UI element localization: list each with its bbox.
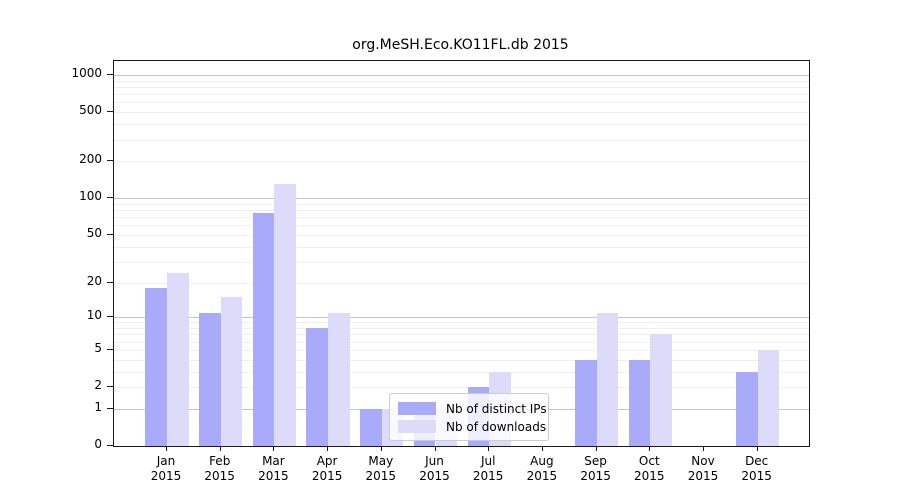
y-tick-mark [107,407,113,409]
gridline-minor [114,210,809,211]
y-tick-label: 10 [86,308,102,323]
y-tick-label: 20 [86,273,102,288]
x-tick-label: Nov 2015 [687,454,719,483]
legend-label-distinct-ips: Nb of distinct IPs [446,401,547,416]
gridline-minor [114,102,809,104]
gridline-minor [114,86,809,88]
x-tick-label: Apr 2015 [311,454,343,483]
y-tick-label: 50 [86,225,102,240]
gridline-minor [114,217,809,219]
bar-feb-distinct-ips [199,312,221,446]
x-tick-label: Aug 2015 [526,454,558,483]
gridline-minor [114,225,809,227]
x-tick-mark [380,446,382,451]
x-tick-mark [488,446,490,451]
y-tick-mark [107,316,113,318]
x-tick-mark [219,446,221,451]
y-tick-mark [107,160,113,162]
x-tick-mark [434,446,436,451]
gridline-minor [114,322,809,324]
gridline-minor [114,246,809,248]
gridline-minor [114,161,809,163]
y-tick-mark [107,445,113,446]
bar-dec-distinct-ips [736,371,758,446]
gridline-minor [114,112,809,114]
gridline-major [114,317,809,319]
x-tick-mark [541,446,543,451]
x-tick-label: Sep 2015 [580,454,611,483]
x-tick-mark [756,446,758,451]
gridline-major [114,198,809,200]
bar-mar-downloads [274,184,297,446]
x-tick-label: Jul 2015 [472,454,504,483]
gridline-minor [114,349,809,351]
y-tick-label: 1000 [71,65,102,80]
gridline-minor [114,371,809,373]
x-tick-mark [327,446,329,451]
x-tick-label: Feb 2015 [204,454,235,483]
bar-jan-downloads [167,273,189,446]
bar-feb-downloads [220,297,243,446]
bar-sep-downloads [596,312,619,446]
gridline-minor [114,261,809,263]
bar-oct-distinct-ips [628,359,651,446]
gridline-minor [114,341,809,343]
bar-may-distinct-ips [360,408,382,446]
gridline-minor [114,328,809,329]
y-tick-label: 2 [94,378,102,392]
y-tick-mark [107,348,113,350]
y-tick-mark [107,73,113,75]
x-tick-label: Jan 2015 [150,454,182,483]
gridline-minor [114,203,809,205]
x-tick-label: Jun 2015 [419,454,450,483]
x-tick-label: Dec 2015 [741,454,772,483]
x-tick-mark [649,446,651,451]
gridline-minor [114,124,809,126]
legend-swatch-distinct-ips [398,402,436,415]
gridline-minor [114,234,809,236]
y-tick-mark [107,386,113,387]
legend-label-downloads: Nb of downloads [446,419,547,434]
x-tick-mark [595,446,597,451]
legend-item-distinct-ips: Nb of distinct IPs [398,401,547,416]
gridline-minor [114,282,809,284]
x-tick-mark [703,446,704,451]
plot-area: Nb of distinct IPs Nb of downloads [113,60,810,447]
y-tick-mark [107,197,113,199]
y-tick-label: 500 [79,103,102,118]
y-tick-mark [107,111,113,113]
y-tick-label: 1 [94,399,102,414]
bar-mar-distinct-ips [252,213,275,446]
bar-jan-distinct-ips [145,287,167,446]
bar-apr-downloads [328,312,350,446]
legend-swatch-downloads [398,420,436,433]
x-tick-label: May 2015 [365,454,397,483]
y-tick-label: 0 [94,437,102,451]
gridline-minor [114,387,809,388]
legend: Nb of distinct IPs Nb of downloads [389,393,549,441]
x-tick-label: Oct 2015 [634,454,665,483]
gridline-major [114,74,809,76]
legend-item-downloads: Nb of downloads [398,419,546,434]
x-tick-mark [166,446,167,451]
gridline-minor [114,94,809,96]
y-tick-mark [107,281,113,283]
gridline-minor [114,80,809,82]
gridline-minor [114,359,809,361]
gridline-minor [114,334,809,336]
gridline-minor [114,139,809,141]
y-tick-mark [107,233,113,235]
y-tick-label: 200 [79,152,102,167]
x-tick-mark [273,446,275,451]
bar-oct-downloads [650,334,672,446]
x-tick-label: Mar 2015 [258,454,289,483]
bar-sep-distinct-ips [574,359,597,446]
bar-dec-downloads [757,349,780,446]
y-tick-label: 100 [79,189,102,204]
chart-title: org.MeSH.Eco.KO11FL.db 2015 [352,37,569,53]
y-tick-label: 5 [94,340,102,355]
bar-apr-distinct-ips [306,328,329,446]
